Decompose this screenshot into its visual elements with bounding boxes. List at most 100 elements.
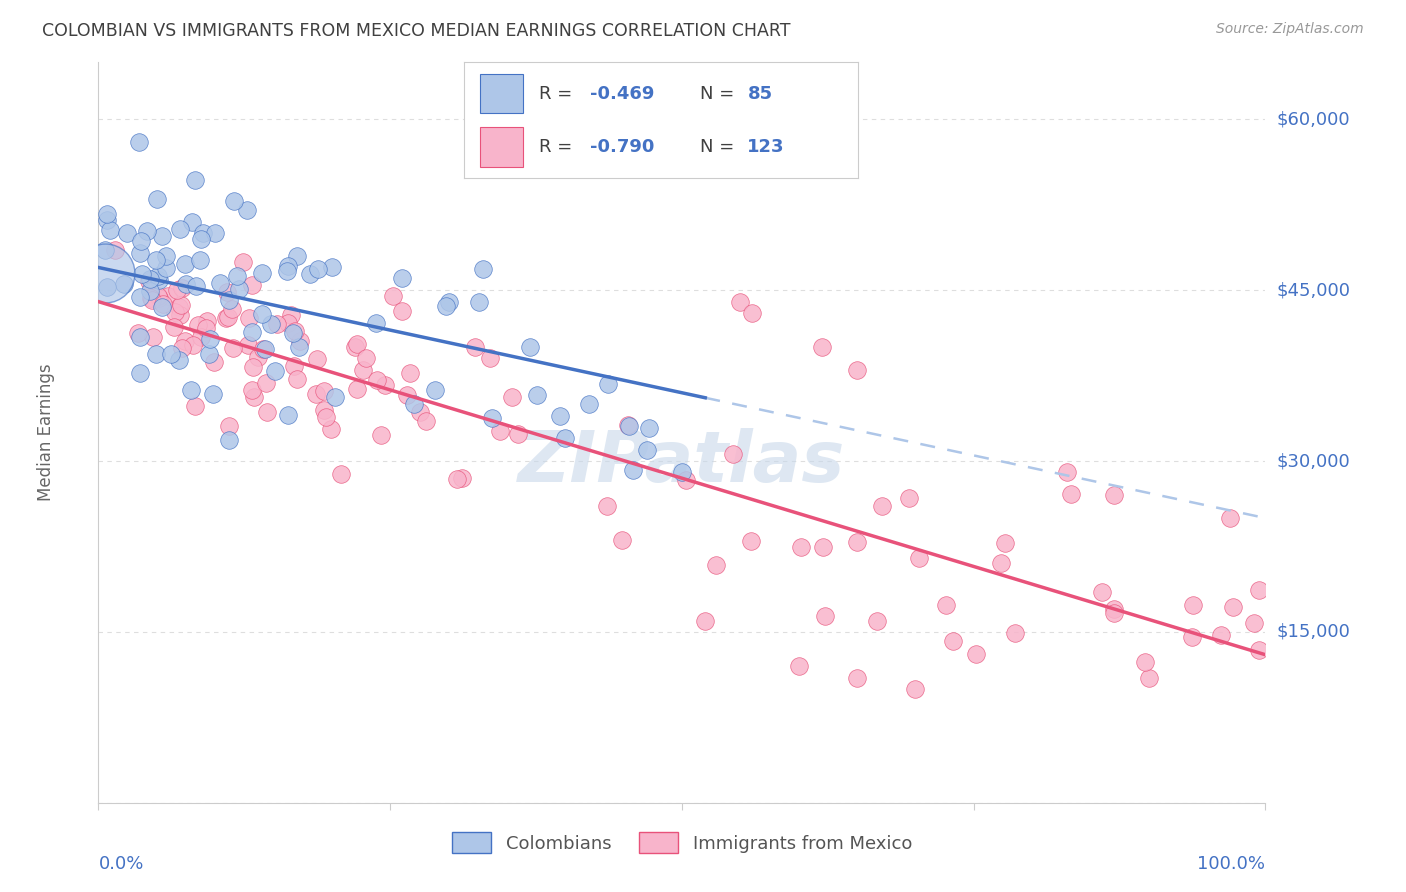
Point xyxy=(150,229,173,244)
Point xyxy=(323,390,346,404)
Bar xyxy=(479,74,523,113)
Point xyxy=(136,224,159,238)
Point xyxy=(188,252,211,267)
Point xyxy=(396,388,419,402)
Point xyxy=(1182,598,1205,612)
Point xyxy=(141,293,163,307)
Point xyxy=(129,330,152,344)
Point xyxy=(127,326,149,341)
Point xyxy=(155,261,177,276)
Point xyxy=(218,433,240,447)
Text: R =: R = xyxy=(538,85,578,103)
Point xyxy=(225,269,247,284)
Point xyxy=(172,281,194,295)
Point xyxy=(98,222,121,236)
Point xyxy=(1004,626,1026,640)
Point xyxy=(129,290,152,304)
Point xyxy=(904,681,927,696)
Point xyxy=(128,366,150,380)
Point xyxy=(596,499,619,513)
Point xyxy=(150,300,173,314)
Point xyxy=(463,340,485,354)
Point xyxy=(1137,671,1160,685)
Text: N =: N = xyxy=(700,138,740,156)
Point xyxy=(965,648,987,662)
Point xyxy=(96,280,118,294)
Point xyxy=(128,135,150,149)
Point xyxy=(1133,655,1156,669)
Point xyxy=(366,373,388,387)
Point xyxy=(250,307,273,321)
Point xyxy=(409,405,432,419)
Point xyxy=(1243,616,1265,631)
Point xyxy=(846,363,869,377)
Text: 123: 123 xyxy=(748,138,785,156)
Point xyxy=(305,352,328,367)
Point xyxy=(252,342,274,356)
Point xyxy=(204,227,226,241)
Point xyxy=(180,384,202,398)
Point xyxy=(190,232,212,246)
Point xyxy=(184,173,207,187)
Point xyxy=(281,326,304,340)
Point xyxy=(312,384,335,398)
Point xyxy=(1102,488,1125,502)
Point xyxy=(423,383,446,397)
Text: -0.469: -0.469 xyxy=(591,85,654,103)
Point xyxy=(846,535,869,549)
Point xyxy=(195,314,218,328)
Point xyxy=(217,310,239,325)
Point xyxy=(315,410,337,425)
Point xyxy=(94,266,117,280)
Point xyxy=(263,363,285,377)
Point xyxy=(253,342,276,356)
Point xyxy=(621,463,644,477)
Point xyxy=(550,409,572,424)
Point xyxy=(202,387,225,401)
Point xyxy=(501,390,523,404)
Text: $30,000: $30,000 xyxy=(1277,452,1350,470)
Text: -0.790: -0.790 xyxy=(591,138,654,156)
Point xyxy=(872,500,894,514)
Point xyxy=(238,338,260,352)
Point xyxy=(1104,602,1126,616)
Point xyxy=(994,536,1017,550)
Point xyxy=(1222,600,1244,615)
Point xyxy=(617,419,640,434)
Point xyxy=(202,355,225,369)
Point xyxy=(352,362,374,376)
Point xyxy=(222,194,245,208)
Point xyxy=(184,399,207,413)
Point xyxy=(145,346,167,360)
Point xyxy=(415,414,437,428)
Point xyxy=(721,447,744,461)
Point xyxy=(285,249,308,263)
Text: $45,000: $45,000 xyxy=(1277,281,1351,299)
Point xyxy=(437,294,460,309)
Point xyxy=(148,273,170,287)
Point xyxy=(260,317,283,331)
Point xyxy=(93,243,115,257)
Point xyxy=(277,316,299,330)
Point xyxy=(481,411,503,425)
Point xyxy=(1249,583,1271,598)
Point xyxy=(468,295,491,310)
Point xyxy=(695,614,717,628)
Point xyxy=(506,426,529,441)
Point xyxy=(169,308,191,322)
Point xyxy=(131,267,153,281)
Point xyxy=(321,260,343,275)
Point xyxy=(730,294,752,309)
Point xyxy=(330,467,353,481)
Point xyxy=(299,267,322,281)
Point xyxy=(243,390,266,404)
Point xyxy=(312,402,335,417)
Point xyxy=(598,376,620,391)
Point xyxy=(280,308,302,322)
Point xyxy=(112,277,135,291)
Point xyxy=(526,388,548,402)
Point xyxy=(167,352,190,367)
Point xyxy=(305,387,328,401)
Point xyxy=(238,310,260,325)
Text: 100.0%: 100.0% xyxy=(1198,855,1265,872)
